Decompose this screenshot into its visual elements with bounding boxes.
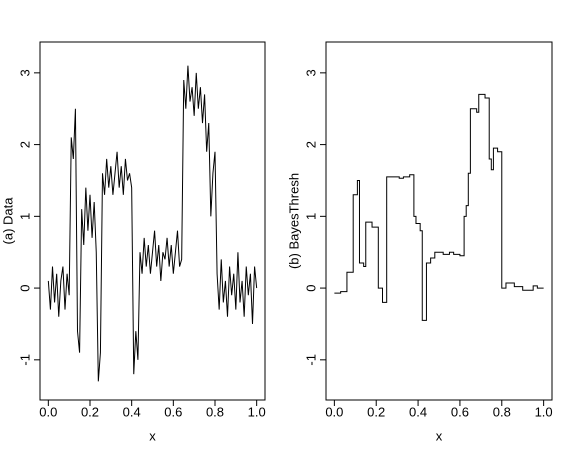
x-tick-label: 0.0 xyxy=(325,404,343,419)
y-tick-label: 1 xyxy=(17,213,32,220)
y-tick-label: 2 xyxy=(303,141,318,148)
x-axis-label: x xyxy=(436,428,443,443)
y-tick-label: 0 xyxy=(303,284,318,291)
x-tick-label: 0.8 xyxy=(493,404,511,419)
x-tick-label: 1.0 xyxy=(535,404,553,419)
plot-frame xyxy=(39,41,266,401)
x-axis-label: x xyxy=(149,428,156,443)
x-tick-label: 0.4 xyxy=(409,404,427,419)
y-tick-label: -1 xyxy=(303,354,318,366)
x-tick-label: 0.4 xyxy=(123,404,141,419)
x-tick-label: 0.8 xyxy=(206,404,224,419)
data-line xyxy=(334,93,544,321)
x-tick-label: 0.2 xyxy=(81,404,99,419)
x-tick-label: 0.6 xyxy=(164,404,182,419)
x-tick-label: 0.2 xyxy=(367,404,385,419)
y-tick-label: -1 xyxy=(17,354,32,366)
y-axis-label: (a) Data xyxy=(0,197,15,245)
y-tick-label: 3 xyxy=(303,69,318,76)
plot-frame xyxy=(325,41,553,401)
data-line xyxy=(47,65,258,382)
x-tick-label: 0.6 xyxy=(451,404,469,419)
y-tick-label: 1 xyxy=(303,213,318,220)
x-tick-label: 1.0 xyxy=(248,404,266,419)
y-tick-label: 2 xyxy=(17,141,32,148)
x-tick-label: 0.0 xyxy=(39,404,57,419)
y-axis-label: (b) BayesThresh xyxy=(286,173,301,269)
y-tick-label: 0 xyxy=(17,284,32,291)
y-tick-label: 3 xyxy=(17,69,32,76)
